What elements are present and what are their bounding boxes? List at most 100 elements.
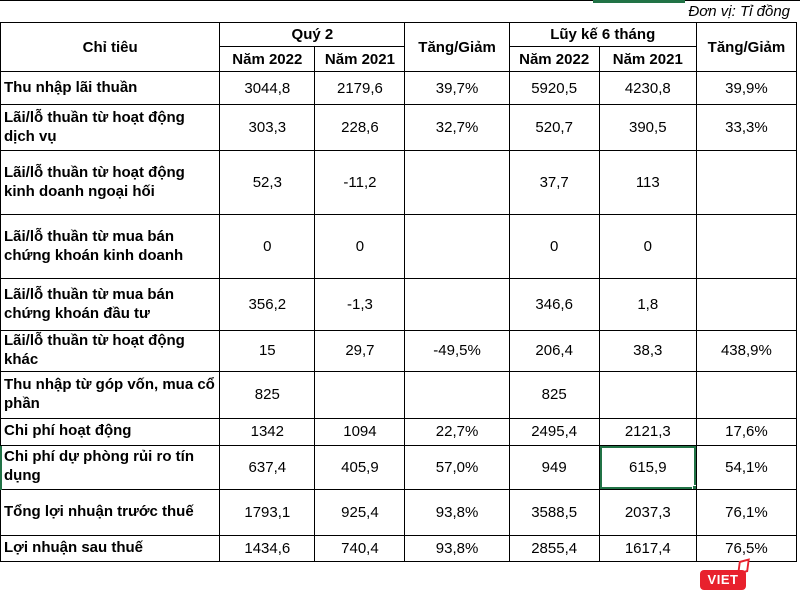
value-cell[interactable]: 3588,5 bbox=[508, 488, 600, 536]
value-cell[interactable] bbox=[695, 278, 798, 331]
value-cell[interactable]: 5920,5 bbox=[508, 71, 600, 105]
financial-table: Chỉ tiêu Quý 2 Tăng/Giảm Lũy kế 6 tháng … bbox=[0, 22, 798, 562]
value-cell[interactable] bbox=[695, 150, 798, 215]
row-label[interactable]: Lãi/lỗ thuần từ mua bán chứng khoán kinh… bbox=[0, 214, 221, 279]
value-cell[interactable]: 37,7 bbox=[508, 150, 600, 215]
selected-cell[interactable]: 615,9 bbox=[598, 444, 697, 490]
row-label[interactable]: Lãi/lỗ thuần từ mua bán chứng khoán đầu … bbox=[0, 278, 221, 331]
table-row: Tổng lợi nhuận trước thuế 1793,1 925,4 93,8… bbox=[0, 488, 798, 536]
row-label[interactable]: Thu nhập từ góp vốn, mua cổ phần bbox=[0, 370, 221, 419]
value-cell[interactable]: 2121,3 bbox=[598, 417, 697, 446]
value-cell[interactable]: 2855,4 bbox=[508, 534, 600, 562]
col-header-change-q2[interactable]: Tăng/Giảm bbox=[404, 22, 510, 72]
viet-logo-text: VIET bbox=[700, 570, 746, 590]
value-cell[interactable]: 4230,8 bbox=[598, 71, 697, 105]
value-cell[interactable]: -11,2 bbox=[314, 150, 406, 215]
value-cell[interactable]: 33,3% bbox=[695, 104, 798, 151]
col-header-q2[interactable]: Quý 2 bbox=[219, 22, 406, 47]
value-cell[interactable]: 925,4 bbox=[314, 488, 406, 536]
col-header-h1[interactable]: Lũy kế 6 tháng bbox=[508, 22, 697, 47]
table-row: Lãi/lỗ thuần từ mua bán chứng khoán đầu … bbox=[0, 278, 798, 331]
value-cell[interactable]: -1,3 bbox=[314, 278, 406, 331]
value-cell[interactable]: 228,6 bbox=[314, 104, 406, 151]
value-cell[interactable] bbox=[404, 278, 510, 331]
value-cell[interactable] bbox=[404, 370, 510, 419]
value-cell[interactable]: 15 bbox=[219, 330, 316, 372]
value-cell[interactable]: 17,6% bbox=[695, 417, 798, 446]
value-cell[interactable]: 637,4 bbox=[219, 444, 316, 490]
value-cell[interactable]: 0 bbox=[314, 214, 406, 279]
value-cell[interactable]: -49,5% bbox=[404, 330, 510, 372]
table-header: Chỉ tiêu Quý 2 Tăng/Giảm Lũy kế 6 tháng … bbox=[0, 22, 798, 72]
value-cell[interactable]: 93,8% bbox=[404, 534, 510, 562]
col-header-year2021-q2[interactable]: Năm 2021 bbox=[314, 46, 406, 72]
value-cell[interactable]: 76,5% bbox=[695, 534, 798, 562]
value-cell[interactable]: 356,2 bbox=[219, 278, 316, 331]
col-header-year2022-q2[interactable]: Năm 2022 bbox=[219, 46, 316, 72]
value-cell[interactable]: 76,1% bbox=[695, 488, 798, 536]
col-header-year2022-h1[interactable]: Năm 2022 bbox=[508, 46, 600, 72]
row-label[interactable]: Lãi/lỗ thuần từ hoạt động kinh doanh ngo… bbox=[0, 150, 221, 215]
row-label[interactable]: Chi phí hoạt động bbox=[0, 417, 221, 446]
value-cell[interactable]: 949 bbox=[508, 444, 600, 490]
value-cell[interactable]: 825 bbox=[508, 370, 600, 419]
value-cell[interactable]: 39,7% bbox=[404, 71, 510, 105]
value-cell[interactable]: 1094 bbox=[314, 417, 406, 446]
value-cell[interactable] bbox=[404, 214, 510, 279]
value-cell[interactable] bbox=[598, 370, 697, 419]
value-cell[interactable]: 1,8 bbox=[598, 278, 697, 331]
selection-fill-handle[interactable] bbox=[691, 484, 696, 488]
col-header-criteria[interactable]: Chỉ tiêu bbox=[0, 22, 221, 72]
col-header-year2021-h1[interactable]: Năm 2021 bbox=[598, 46, 697, 72]
value-cell[interactable]: 3044,8 bbox=[219, 71, 316, 105]
value-cell[interactable]: 52,3 bbox=[219, 150, 316, 215]
value-cell[interactable]: 520,7 bbox=[508, 104, 600, 151]
value-cell[interactable] bbox=[404, 150, 510, 215]
value-cell[interactable]: 390,5 bbox=[598, 104, 697, 151]
value-cell[interactable]: 0 bbox=[508, 214, 600, 279]
value-cell[interactable]: 346,6 bbox=[508, 278, 600, 331]
top-border-line bbox=[0, 0, 800, 1]
row-label[interactable]: Lãi/lỗ thuần từ hoạt động khác bbox=[0, 330, 221, 372]
value-cell[interactable]: 1793,1 bbox=[219, 488, 316, 536]
value-cell[interactable] bbox=[695, 214, 798, 279]
table-row: Chi phí hoạt động 1342 1094 22,7% 2495,4 2121… bbox=[0, 417, 798, 446]
row-label[interactable]: Tổng lợi nhuận trước thuế bbox=[0, 488, 221, 536]
row-label[interactable]: Thu nhập lãi thuần bbox=[0, 71, 221, 105]
col-header-change-h1[interactable]: Tăng/Giảm bbox=[695, 22, 798, 72]
value-cell[interactable]: 825 bbox=[219, 370, 316, 419]
value-cell[interactable] bbox=[314, 370, 406, 419]
value-cell[interactable]: 32,7% bbox=[404, 104, 510, 151]
table-row: Lãi/lỗ thuần từ hoạt động dịch vụ 303,3 22… bbox=[0, 104, 798, 151]
table-row: Lãi/lỗ thuần từ hoạt động khác 15 29,7 -49,… bbox=[0, 330, 798, 372]
value-cell[interactable]: 206,4 bbox=[508, 330, 600, 372]
value-cell[interactable]: 2179,6 bbox=[314, 71, 406, 105]
row-label[interactable]: Chi phí dự phòng rủi ro tín dụng bbox=[0, 444, 221, 490]
value-cell[interactable]: 405,9 bbox=[314, 444, 406, 490]
value-cell[interactable]: 93,8% bbox=[404, 488, 510, 536]
value-cell[interactable]: 0 bbox=[598, 214, 697, 279]
value-cell[interactable]: 2495,4 bbox=[508, 417, 600, 446]
value-cell[interactable]: 1434,6 bbox=[219, 534, 316, 562]
value-cell[interactable] bbox=[695, 370, 798, 419]
table-row: Lãi/lỗ thuần từ hoạt động kinh doanh ngo… bbox=[0, 150, 798, 215]
value-cell[interactable]: 2037,3 bbox=[598, 488, 697, 536]
value-cell[interactable]: 39,9% bbox=[695, 71, 798, 105]
value-cell[interactable]: 740,4 bbox=[314, 534, 406, 562]
value-cell[interactable]: 113 bbox=[598, 150, 697, 215]
value-cell[interactable]: 438,9% bbox=[695, 330, 798, 372]
value-cell[interactable]: 0 bbox=[219, 214, 316, 279]
row-label[interactable]: Lãi/lỗ thuần từ hoạt động dịch vụ bbox=[0, 104, 221, 151]
value-cell[interactable]: 1342 bbox=[219, 417, 316, 446]
value-cell[interactable]: 22,7% bbox=[404, 417, 510, 446]
value-cell[interactable]: 54,1% bbox=[695, 444, 798, 490]
value-cell[interactable]: 303,3 bbox=[219, 104, 316, 151]
row-label[interactable]: Lợi nhuận sau thuế bbox=[0, 534, 221, 562]
value-cell[interactable]: 29,7 bbox=[314, 330, 406, 372]
table-body: Thu nhập lãi thuần 3044,8 2179,6 39,7% 5920,… bbox=[0, 71, 798, 562]
header-row-years: Năm 2022 Năm 2021 Năm 2022 Năm 2021 bbox=[1, 46, 797, 72]
value-cell[interactable]: 38,3 bbox=[598, 330, 697, 372]
value-cell[interactable]: 1617,4 bbox=[598, 534, 697, 562]
value-cell[interactable]: 57,0% bbox=[404, 444, 510, 490]
